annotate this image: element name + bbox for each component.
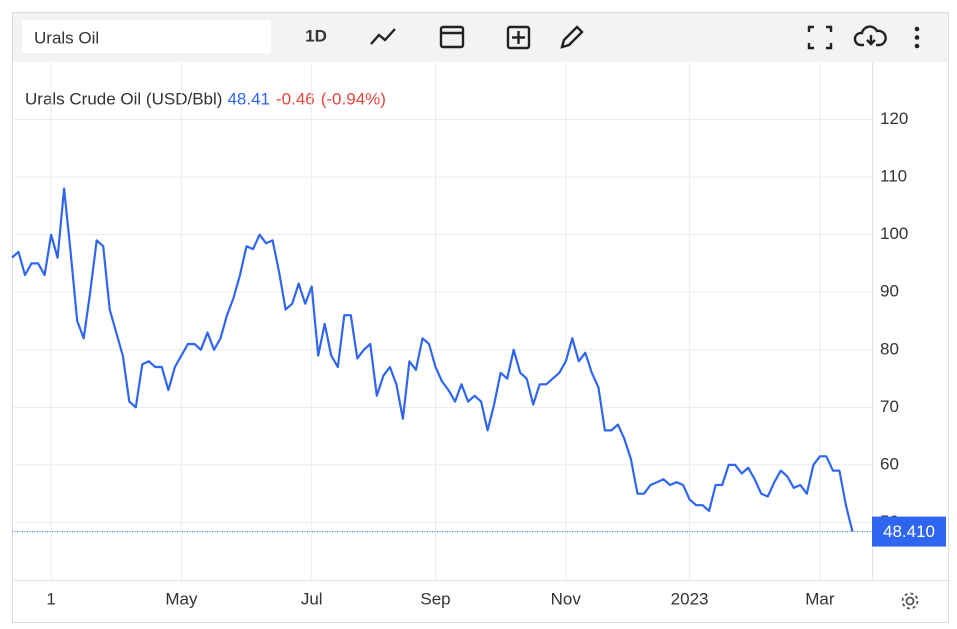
y-tick-label: 110 — [880, 167, 907, 186]
plot — [11, 187, 872, 533]
search-box[interactable] — [22, 20, 271, 53]
x-tick-label: 1 — [46, 589, 55, 608]
chart-title: Urals Crude Oil (USD/Bbl) — [25, 89, 222, 108]
y-tick-label: 80 — [880, 339, 899, 358]
chart-type-button[interactable] — [370, 28, 396, 45]
x-tick-label: Mar — [805, 589, 835, 608]
x-tick-label: Jul — [301, 589, 323, 608]
x-tick-label: 2023 — [671, 589, 709, 608]
fullscreen-button[interactable] — [807, 25, 833, 50]
menu-button[interactable] — [914, 26, 920, 49]
y-tick-label: 70 — [880, 397, 899, 416]
frame — [12, 12, 949, 623]
y-tick-label: 60 — [880, 454, 899, 473]
y-tick-label: 90 — [880, 282, 899, 301]
x-tick-label: May — [165, 589, 198, 608]
calendar-button[interactable] — [439, 25, 465, 49]
x-tick-label: Sep — [420, 589, 450, 608]
x-tick-label: Nov — [551, 589, 582, 608]
last-price: 48.41 — [227, 89, 270, 108]
price-change-percent: (-0.94%) — [321, 89, 386, 108]
y-tick-label: 120 — [880, 109, 908, 128]
search-text[interactable]: Urals Oil — [34, 28, 99, 47]
settings-button[interactable] — [901, 592, 919, 610]
last-price-badge — [872, 516, 946, 547]
toolbar-icons — [370, 25, 887, 50]
draw-button[interactable] — [560, 25, 584, 49]
y-tick-label: 100 — [880, 224, 908, 243]
download-button[interactable] — [853, 25, 887, 47]
add-button[interactable] — [506, 25, 531, 50]
last-price-label: 48.410 — [883, 522, 935, 541]
price-change: -0.46 — [276, 89, 315, 108]
price-line — [11, 187, 854, 532]
interval-button[interactable]: 1D — [305, 26, 327, 45]
